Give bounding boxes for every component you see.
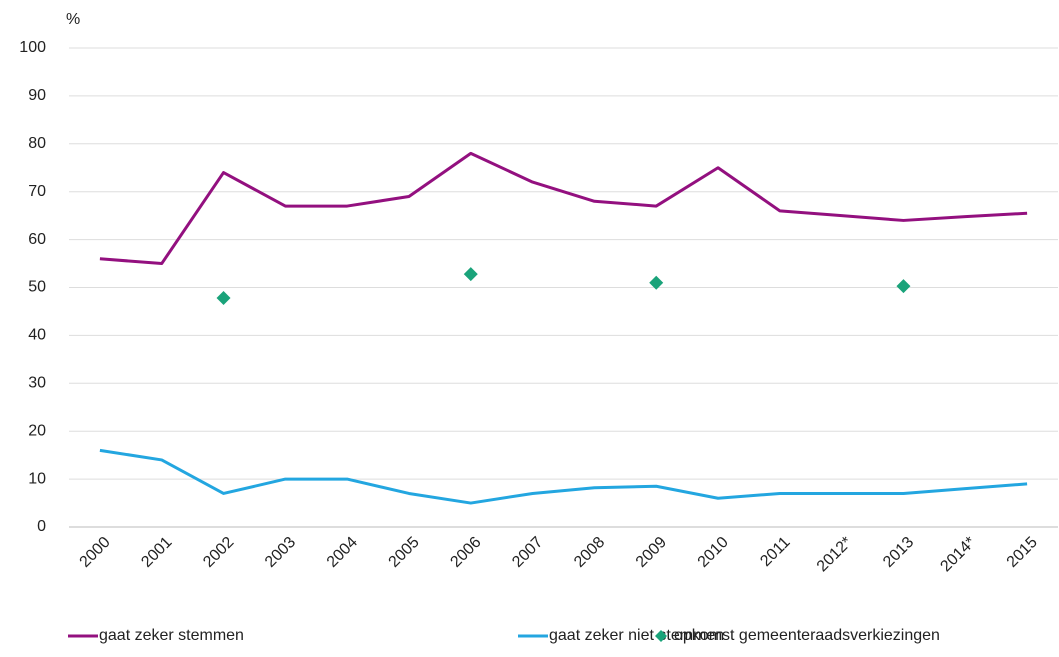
x-tick-label: 2008 — [571, 534, 608, 571]
y-tick-label: 100 — [19, 39, 46, 56]
x-tick-label: 2001 — [138, 534, 175, 571]
diamond-marker — [463, 267, 478, 282]
y-tick-label: 80 — [28, 135, 46, 152]
y-tick-label: 90 — [28, 87, 46, 104]
x-tick-label: 2013 — [880, 534, 917, 571]
x-tick-label: 2003 — [262, 534, 299, 571]
x-tick-label: 2011 — [757, 534, 793, 570]
y-axis-label: % — [66, 11, 80, 28]
legend-label: gaat zeker niet stemmen — [549, 627, 724, 644]
y-tick-label: 50 — [28, 279, 46, 296]
y-tick-label: 10 — [28, 470, 46, 487]
x-tick-label: 2006 — [447, 534, 484, 571]
y-tick-label: 20 — [28, 422, 46, 439]
x-tick-label: 2009 — [633, 534, 670, 571]
x-tick-label: 2014* — [937, 534, 979, 576]
diamond-marker — [216, 291, 231, 306]
line-series — [99, 448, 1028, 505]
y-tick-label: 40 — [28, 327, 46, 344]
x-tick-label: 2012* — [814, 534, 856, 576]
x-tick-label: 2005 — [386, 534, 423, 571]
legend-label: gaat zeker stemmen — [99, 627, 244, 644]
y-tick-label: 70 — [28, 183, 46, 200]
x-tick-label: 2002 — [200, 534, 237, 571]
y-tick-label: 60 — [28, 231, 46, 248]
x-tick-label: 2010 — [695, 534, 732, 571]
diamond-marker — [896, 279, 911, 294]
y-tick-label: 30 — [28, 375, 46, 392]
x-tick-label: 2015 — [1004, 534, 1041, 571]
diamond-marker — [649, 275, 664, 290]
x-tick-label: 2004 — [324, 534, 361, 571]
x-tick-label: 2000 — [77, 534, 114, 571]
line-series — [99, 151, 1028, 266]
x-tick-label: 2007 — [509, 534, 546, 571]
y-tick-label: 0 — [37, 518, 46, 535]
legend-swatch — [655, 630, 667, 642]
legend-label: opkomst gemeenteraadsverkiezingen — [674, 627, 940, 644]
